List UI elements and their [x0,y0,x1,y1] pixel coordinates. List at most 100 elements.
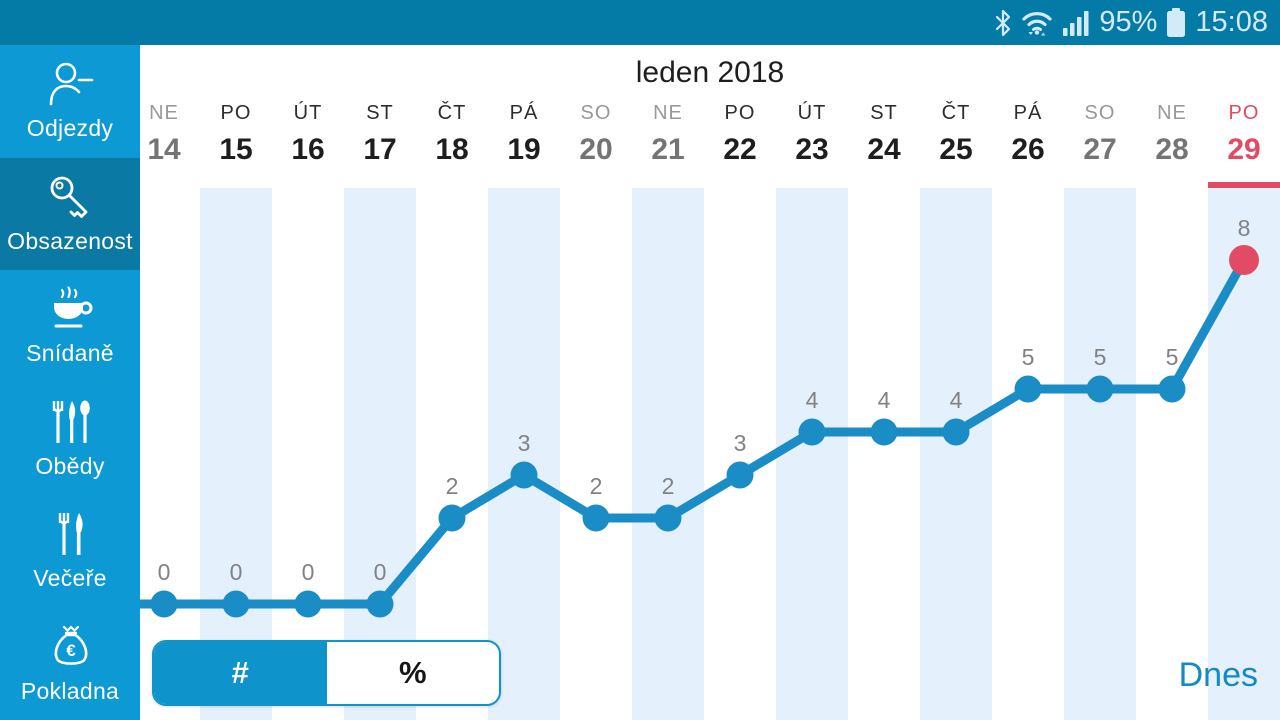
day-number-label: 24 [867,133,901,166]
value-label: 0 [302,559,315,585]
day-header-23[interactable]: ÚT 23 [776,102,848,167]
data-point[interactable] [1086,375,1114,403]
day-header-25[interactable]: ČT 25 [920,102,992,167]
day-number-label: 26 [1011,133,1045,166]
day-header-24[interactable]: ST 24 [848,102,920,167]
value-label: 2 [446,473,459,499]
day-number-label: 19 [507,133,541,166]
day-number-label: 25 [939,133,973,166]
svg-text:€: € [66,641,76,660]
sidebar-item-vecere[interactable]: Večeře [0,495,140,608]
data-point[interactable] [222,590,250,618]
data-point[interactable] [654,504,682,532]
key-icon [46,173,94,221]
day-name-label: PO [724,102,756,124]
day-header-29[interactable]: PO 29 [1208,102,1280,167]
value-label: 3 [518,430,531,456]
day-name-label: SO [1084,102,1116,124]
data-point[interactable] [150,590,178,618]
day-name-label: NE [149,102,179,124]
data-point[interactable] [798,418,826,446]
day-number-label: 14 [147,133,181,166]
battery-icon [1166,7,1186,38]
value-label: 0 [230,559,243,585]
data-point-today[interactable] [1229,245,1259,275]
data-point[interactable] [438,504,466,532]
data-point[interactable] [1014,375,1042,403]
day-header-27[interactable]: SO 27 [1064,102,1136,167]
value-label: 8 [1238,215,1251,241]
data-point[interactable] [1158,375,1186,403]
occupancy-line-chart: 0 0 0 0 2 3 2 2 3 4 4 4 5 5 5 8 [140,215,1259,618]
data-point[interactable] [366,590,394,618]
day-name-label: NE [653,102,683,124]
status-clock: 15:08 [1195,6,1268,38]
sidebar-item-label: Odjezdy [26,115,114,142]
sidebar-item-label: Večeře [33,565,107,592]
value-label: 0 [374,559,387,585]
value-label: 0 [158,559,171,585]
sidebar-item-odjezdy[interactable]: Odjezdy [0,45,140,158]
day-name-label: NE [1157,102,1187,124]
day-header-15[interactable]: PO 15 [200,102,272,167]
day-column-stripe [200,188,272,720]
month-title: leden 2018 [635,56,785,89]
data-point[interactable] [294,590,322,618]
value-label: 5 [1166,344,1179,370]
data-point[interactable] [726,461,754,489]
day-header-26[interactable]: PÁ 26 [992,102,1064,167]
value-label: 2 [590,473,603,499]
toggle-option-percent[interactable]: % [398,655,427,690]
day-number-label: 29 [1227,133,1261,166]
day-header-21[interactable]: NE 21 [632,102,704,167]
day-name-label: PÁ [1013,102,1043,124]
day-number-label: 17 [363,133,397,166]
day-header-17[interactable]: ST 17 [344,102,416,167]
day-header-16[interactable]: ÚT 16 [272,102,344,167]
day-column-stripe [632,188,704,720]
day-number-label: 23 [795,133,829,166]
value-label: 2 [662,473,675,499]
sidebar-item-obsazenost[interactable]: Obsazenost [0,157,140,270]
bluetooth-icon [995,9,1011,37]
data-point[interactable] [870,418,898,446]
value-label: 3 [734,430,747,456]
day-column-stripe [344,188,416,720]
status-bar: 95% 15:08 [0,0,1280,45]
data-point[interactable] [510,461,538,489]
day-name-label: PO [220,102,252,124]
day-number-label: 22 [723,133,757,166]
sidebar-item-label: Snídaně [26,340,114,367]
sidebar-item-label: Pokladna [20,677,120,704]
fork-knife-icon [49,510,91,558]
day-number-label: 20 [579,133,613,166]
value-label: 4 [878,387,891,413]
data-point[interactable] [942,418,970,446]
value-label: 5 [1022,344,1035,370]
day-number-label: 16 [291,133,325,166]
coffee-cup-icon [46,285,94,333]
day-column-stripe [920,188,992,720]
day-column-stripe [1064,188,1136,720]
day-header-22[interactable]: PO 22 [704,102,776,167]
today-underline [1208,182,1280,188]
day-name-label: ST [366,102,394,124]
day-header-20[interactable]: SO 20 [560,102,632,167]
wifi-icon [1020,8,1054,38]
cell-signal-icon [1063,9,1090,36]
sidebar-item-pokladna[interactable]: € Pokladna [0,608,140,720]
day-name-label: ST [870,102,898,124]
day-header-19[interactable]: PÁ 19 [488,102,560,167]
sidebar-item-snidane[interactable]: Snídaně [0,270,140,383]
value-label: 4 [806,387,819,413]
day-header-18[interactable]: ČT 18 [416,102,488,167]
day-header-28[interactable]: NE 28 [1136,102,1208,167]
day-number-label: 15 [219,133,253,166]
today-button[interactable]: Dnes [1178,656,1258,694]
day-header-14[interactable]: NE 14 [140,102,200,167]
day-name-label: ÚT [293,102,323,124]
data-point[interactable] [582,504,610,532]
toggle-option-count[interactable]: # [154,642,327,704]
sidebar-item-obedy[interactable]: Obědy [0,383,140,496]
